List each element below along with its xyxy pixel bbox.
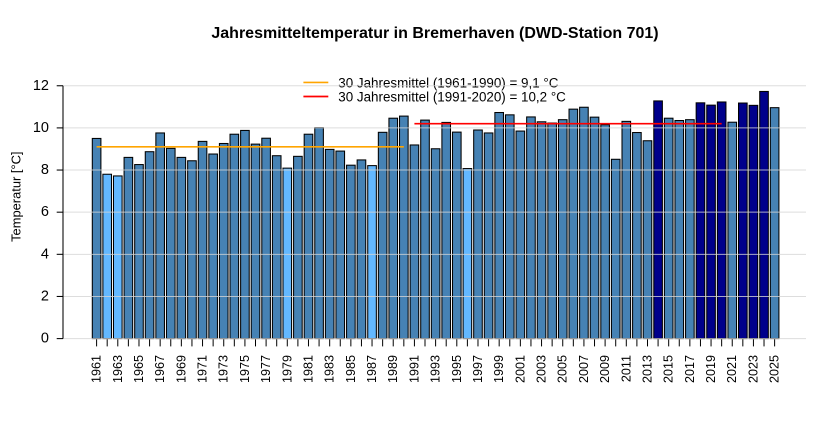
svg-text:1971: 1971 — [196, 355, 210, 383]
svg-text:1965: 1965 — [132, 355, 146, 383]
svg-text:1995: 1995 — [450, 355, 464, 383]
svg-text:2015: 2015 — [662, 355, 676, 383]
svg-text:30 Jahresmittel (1961-1990) =: 30 Jahresmittel (1961-1990) = 9,1 °C — [338, 75, 558, 90]
svg-text:6: 6 — [41, 204, 49, 220]
svg-text:1979: 1979 — [280, 355, 294, 383]
svg-text:1991: 1991 — [407, 355, 421, 383]
svg-text:2007: 2007 — [577, 355, 591, 383]
svg-text:1977: 1977 — [259, 355, 273, 383]
svg-text:1975: 1975 — [238, 355, 252, 383]
svg-text:2003: 2003 — [535, 355, 549, 383]
svg-text:2017: 2017 — [683, 355, 697, 383]
svg-text:2013: 2013 — [640, 355, 654, 383]
svg-text:1961: 1961 — [90, 355, 104, 383]
svg-text:1989: 1989 — [386, 355, 400, 383]
svg-text:Temperatur [°C]: Temperatur [°C] — [8, 151, 23, 241]
svg-text:8: 8 — [41, 162, 49, 178]
svg-text:30 Jahresmittel (1991-2020) =: 30 Jahresmittel (1991-2020) = 10,2 °C — [338, 90, 566, 105]
svg-text:1983: 1983 — [323, 355, 337, 383]
svg-text:1973: 1973 — [217, 355, 231, 383]
svg-text:2011: 2011 — [619, 355, 633, 382]
svg-text:1997: 1997 — [471, 355, 485, 383]
svg-text:2001: 2001 — [513, 355, 527, 383]
svg-text:1987: 1987 — [365, 355, 379, 383]
svg-text:12: 12 — [33, 78, 49, 94]
svg-text:0: 0 — [41, 331, 49, 347]
svg-text:2009: 2009 — [598, 355, 612, 383]
svg-text:1967: 1967 — [153, 355, 167, 383]
svg-text:1985: 1985 — [344, 355, 358, 383]
svg-text:2: 2 — [41, 288, 49, 304]
svg-text:1993: 1993 — [429, 355, 443, 383]
svg-text:1969: 1969 — [174, 355, 188, 383]
svg-text:10: 10 — [33, 120, 49, 136]
svg-text:1981: 1981 — [301, 355, 315, 383]
svg-text:1963: 1963 — [111, 355, 125, 383]
svg-text:1999: 1999 — [492, 355, 506, 383]
svg-text:2023: 2023 — [746, 355, 760, 383]
svg-text:Jahresmitteltemperatur in Brem: Jahresmitteltemperatur in Bremerhaven (D… — [211, 25, 658, 42]
svg-text:2019: 2019 — [704, 355, 718, 383]
svg-text:2025: 2025 — [768, 355, 782, 383]
svg-text:4: 4 — [41, 246, 49, 262]
svg-text:2021: 2021 — [725, 355, 739, 383]
svg-text:2005: 2005 — [556, 355, 570, 383]
